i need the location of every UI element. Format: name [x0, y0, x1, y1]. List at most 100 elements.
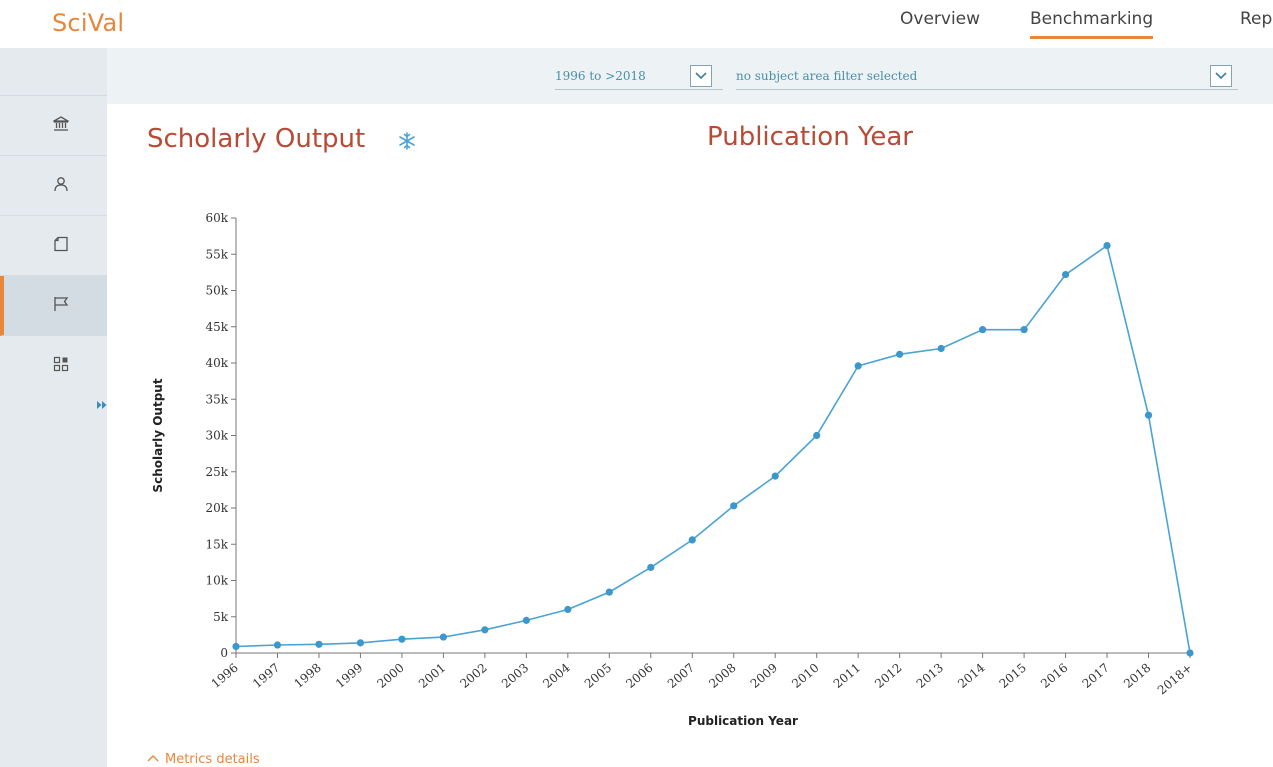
y-tick-label: 20k: [205, 501, 228, 515]
data-point-2013[interactable]: [937, 344, 945, 353]
x-axis-ticks: 1996 1997 1998 1999 2000 2001 2002 2003 2004 2005…: [209, 653, 1195, 697]
nav-overview[interactable]: Overview: [900, 9, 981, 29]
data-point-2015[interactable]: [1020, 326, 1028, 334]
x-tick-label: 2000: [374, 661, 406, 691]
data-point-2018+[interactable]: [1186, 649, 1194, 657]
sidebar-item-institutions[interactable]: [0, 96, 107, 156]
y-tick-label: 10k: [205, 574, 228, 588]
data-point-2012[interactable]: [896, 350, 904, 358]
subject-area-dropdown-button[interactable]: [1210, 65, 1232, 87]
nav-benchmarking[interactable]: Benchmarking: [1030, 9, 1154, 39]
data-point-2004[interactable]: [564, 605, 572, 614]
x-tick-label: 2013: [914, 661, 946, 691]
y-tick-label: 60k: [205, 211, 228, 225]
app-logo[interactable]: SciVal: [52, 9, 125, 37]
y-tick-label: 5k: [213, 610, 229, 624]
data-point-2002[interactable]: [481, 626, 489, 634]
x-tick-label: 2001: [416, 661, 448, 691]
x-tick-label: 2018: [1121, 661, 1153, 691]
data-point-2006[interactable]: [647, 563, 655, 572]
data-point-2011[interactable]: [854, 362, 862, 370]
dimension-title[interactable]: Publication Year: [707, 122, 913, 152]
year-range-select[interactable]: 1996 to >2018: [555, 64, 723, 90]
y-tick-label: 55k: [205, 247, 228, 261]
x-tick-label: 1999: [333, 661, 365, 691]
data-point-2001[interactable]: [439, 633, 447, 641]
x-tick-label: 1996: [209, 661, 241, 691]
data-point-2016[interactable]: [1061, 270, 1070, 279]
year-range-value: 1996 to >2018: [555, 69, 646, 83]
x-tick-label: 2003: [499, 661, 531, 691]
chevron-down-icon: [1215, 72, 1227, 80]
y-axis-title: Scholarly Output: [151, 378, 165, 492]
chevron-up-icon: [147, 755, 159, 762]
x-tick-label: 2015: [997, 661, 1029, 691]
y-tick-label: 45k: [205, 320, 228, 334]
x-tick-label: 1998: [291, 661, 323, 691]
data-point-2014[interactable]: [979, 326, 987, 334]
data-point-2010[interactable]: [813, 431, 821, 440]
data-point-1999[interactable]: [356, 639, 365, 647]
x-tick-label: 2002: [457, 661, 489, 691]
sidebar-item-topics[interactable]: [0, 336, 107, 396]
scholarly-output-line-chart: 0 5k 10k 15k 20k 25k 30k 35k 40k 45k 50k 55k 60k 199…: [151, 211, 1195, 728]
year-range-dropdown-button[interactable]: [690, 65, 712, 87]
x-axis-title: Publication Year: [688, 714, 798, 728]
expand-panel-icon[interactable]: [97, 400, 107, 410]
subject-area-select[interactable]: no subject area filter selected: [736, 64, 1238, 90]
filter-bar: 1996 to >2018 no subject area filter sel…: [107, 48, 1273, 104]
data-point-2003[interactable]: [522, 616, 530, 624]
y-tick-label: 50k: [205, 284, 228, 298]
x-tick-label: 2007: [665, 661, 697, 691]
data-point-1998[interactable]: [315, 640, 323, 648]
publication-set-icon: [54, 236, 68, 252]
chevron-down-icon: [695, 72, 707, 80]
institution-icon: [53, 116, 69, 131]
x-tick-label: 2014: [955, 660, 988, 691]
country-flag-icon: [54, 297, 69, 311]
x-tick-label: 2017: [1080, 661, 1112, 691]
topics-grid-icon: [53, 356, 69, 372]
sidebar-item-publication-sets[interactable]: [0, 216, 107, 276]
data-point-2007[interactable]: [688, 536, 696, 544]
left-sidebar: [0, 48, 107, 767]
x-tick-label: 2006: [623, 661, 655, 691]
x-tick-label: 2004: [540, 660, 573, 691]
metrics-details-label: Metrics details: [165, 752, 260, 767]
nav-reports[interactable]: Repo: [1240, 9, 1273, 29]
data-point-2000[interactable]: [398, 635, 406, 643]
researcher-icon: [54, 177, 68, 192]
subject-area-value: no subject area filter selected: [736, 69, 918, 83]
y-tick-label: 30k: [205, 429, 228, 443]
series-line: [235, 244, 1191, 654]
y-tick-label: 25k: [205, 465, 228, 479]
data-point-2008[interactable]: [730, 502, 738, 510]
metric-title[interactable]: Scholarly Output: [147, 124, 366, 154]
x-tick-label: 2010: [789, 661, 821, 691]
y-tick-label: 35k: [205, 392, 228, 406]
y-tick-label: 15k: [205, 537, 228, 551]
x-tick-label: 2012: [872, 661, 904, 691]
data-point-2017[interactable]: [1103, 241, 1111, 250]
x-tick-label: 1997: [250, 661, 282, 691]
series-points: [232, 241, 1194, 657]
data-point-1997[interactable]: [273, 641, 282, 649]
y-tick-label: 0: [220, 646, 228, 660]
sidebar-item-countries[interactable]: [0, 276, 107, 336]
data-point-2005[interactable]: [605, 588, 613, 596]
x-tick-label: 2018+: [1155, 661, 1195, 698]
x-tick-label: 2009: [748, 661, 780, 691]
data-point-2018[interactable]: [1144, 411, 1153, 419]
data-point-2009[interactable]: [771, 472, 779, 480]
y-tick-label: 40k: [205, 356, 228, 370]
sidebar-header: [0, 48, 107, 96]
snowball-metric-icon: [399, 132, 415, 150]
data-point-1996[interactable]: [232, 642, 240, 651]
sidebar-item-researchers[interactable]: [0, 156, 107, 216]
x-tick-label: 2008: [706, 661, 738, 691]
x-tick-label: 2011: [831, 661, 863, 691]
y-axis-ticks: 0 5k 10k 15k 20k 25k 30k 35k 40k 45k 50k 55k 60k: [205, 211, 236, 660]
x-tick-label: 2016: [1038, 661, 1070, 691]
top-navigation-bar: SciVal Overview Benchmarking Repo: [0, 0, 1273, 48]
metrics-details-toggle[interactable]: Metrics details: [147, 752, 260, 767]
